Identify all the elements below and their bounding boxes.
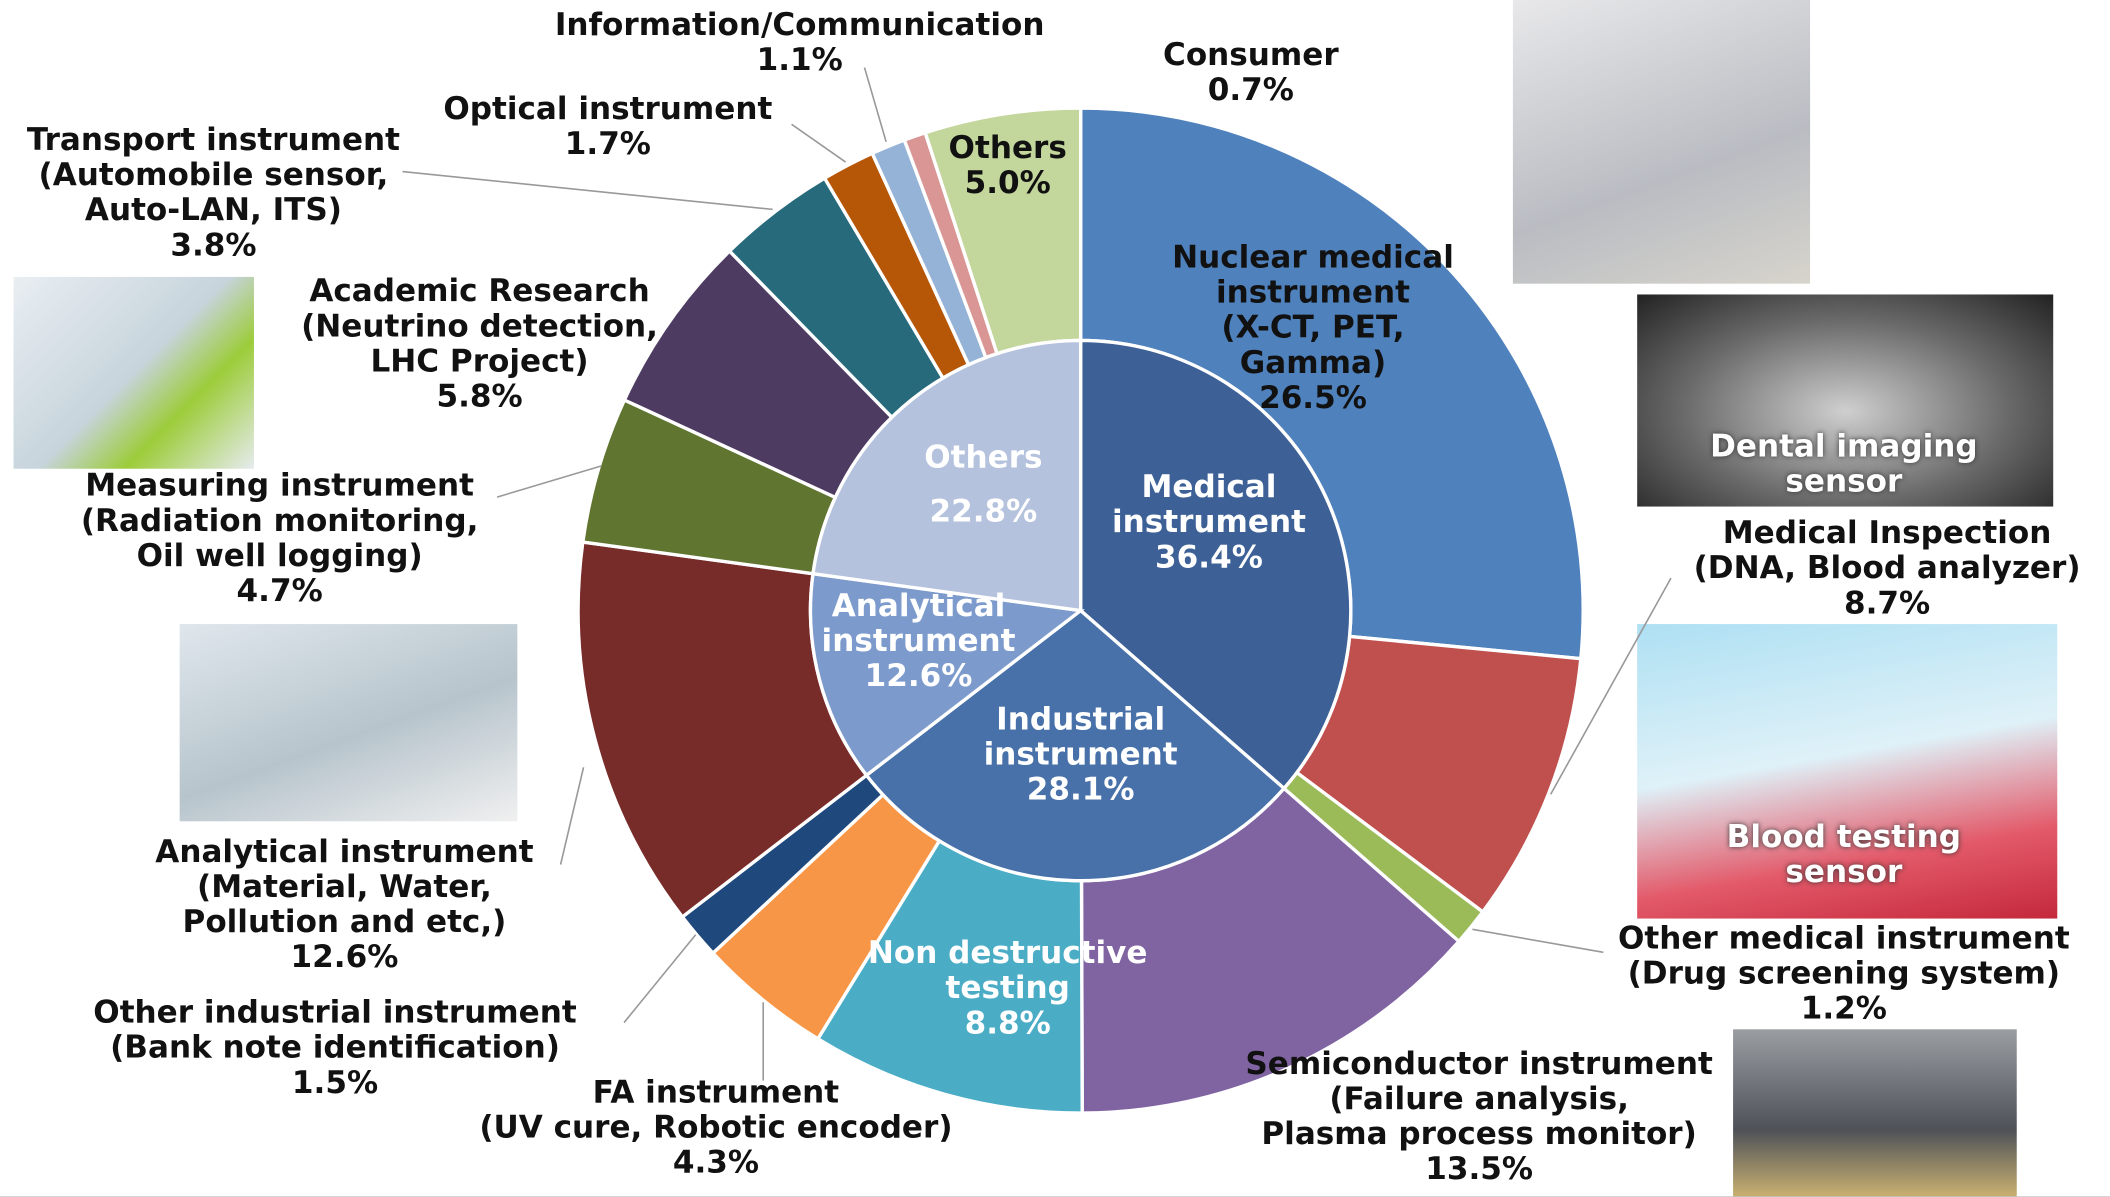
value-label: 0.7% bbox=[1207, 72, 1294, 109]
photo-lab bbox=[179, 624, 518, 822]
slice-label: Measuring instrument (Radiation monitori… bbox=[81, 469, 479, 609]
leader-line bbox=[496, 465, 602, 498]
value-label: 1.7% bbox=[564, 126, 651, 163]
value-label: 5.0% bbox=[964, 166, 1051, 202]
photo-caption: Blood testing sensor bbox=[1726, 819, 1962, 891]
value-label: 36.4% bbox=[1155, 540, 1263, 576]
photo-dental bbox=[1637, 294, 2054, 507]
slice-label: Non destructive testing 8.8% bbox=[868, 936, 1148, 1041]
category-label: Other industrial instrument (Bank note i… bbox=[93, 995, 577, 1066]
photo-semiconductor bbox=[1733, 1029, 2017, 1197]
photo-blood bbox=[1637, 624, 2058, 919]
slice-label: Medical Inspection (DNA, Blood analyzer)… bbox=[1694, 516, 2081, 621]
slice-label: Industrial instrument 28.1% bbox=[984, 702, 1178, 807]
value-label: 22.8% bbox=[929, 494, 1038, 530]
value-label: 13.5% bbox=[1425, 1152, 1534, 1188]
category-label: Medical instrument bbox=[1111, 470, 1306, 541]
slice-label: Analytical instrument 12.6% bbox=[822, 589, 1016, 694]
category-label: Measuring instrument (Radiation monitori… bbox=[80, 468, 479, 575]
photo-caption: Dental imaging sensor bbox=[1710, 429, 1978, 500]
value-label: 4.3% bbox=[672, 1145, 760, 1181]
category-label: Optical instrument bbox=[443, 91, 773, 127]
value-label: 5.8% bbox=[436, 379, 523, 415]
leader-line bbox=[791, 123, 847, 163]
category-label: Consumer bbox=[1163, 37, 1339, 73]
category-label: Academic Research (Neutrino detection, L… bbox=[301, 274, 658, 380]
category-label: Information/Communication bbox=[554, 8, 1045, 44]
value-label: 1.5% bbox=[291, 1065, 379, 1101]
leader-line bbox=[623, 934, 697, 1024]
value-label: 28.1% bbox=[1026, 772, 1135, 808]
leader-line bbox=[1550, 577, 1672, 795]
slice-label: Transport instrument (Automobile sensor,… bbox=[27, 123, 400, 263]
leader-line bbox=[1472, 928, 1604, 954]
category-label: Non destructive testing bbox=[867, 936, 1148, 1007]
leader-line bbox=[863, 67, 887, 143]
value-label: 8.8% bbox=[964, 1006, 1051, 1042]
slice-label: Other industrial instrument (Bank note i… bbox=[93, 996, 576, 1101]
slice-label: Semiconductor instrument (Failure analys… bbox=[1245, 1047, 1712, 1187]
value-label: 8.7% bbox=[1843, 586, 1931, 622]
category-label: Analytical instrument bbox=[821, 588, 1016, 660]
slice bbox=[1078, 338, 1353, 791]
value-label: 3.8% bbox=[170, 228, 257, 264]
category-label: Nuclear medical instrument (X-CT, PET, G… bbox=[1172, 240, 1454, 381]
category-label: Other medical instrument (Drug screening… bbox=[1617, 921, 2070, 992]
leader-line bbox=[402, 170, 773, 211]
category-label: FA instrument (UV cure, Robotic encoder) bbox=[479, 1075, 953, 1146]
category-label: Analytical instrument (Material, Water, … bbox=[155, 834, 534, 941]
slice-label: Medical instrument 36.4% bbox=[1112, 470, 1306, 575]
category-label: Others bbox=[948, 131, 1067, 167]
slice-label: Other medical instrument (Drug screening… bbox=[1618, 921, 2070, 1026]
category-label: Others bbox=[924, 440, 1043, 476]
slice bbox=[864, 608, 1287, 883]
value-label: 12.6% bbox=[290, 940, 399, 976]
value-label: 26.5% bbox=[1259, 380, 1367, 417]
value-label: 12.6% bbox=[864, 659, 973, 695]
photo-research bbox=[13, 276, 254, 469]
slice bbox=[811, 338, 1083, 613]
leader-line bbox=[559, 767, 585, 865]
photo-ct bbox=[1512, 0, 1811, 284]
category-label: Industrial instrument bbox=[983, 702, 1178, 773]
value-label: 1.2% bbox=[1800, 991, 1887, 1027]
slice-label: Information/Communication 1.1% bbox=[555, 8, 1045, 78]
slice-label: Nuclear medical instrument (X-CT, PET, G… bbox=[1172, 240, 1454, 416]
slice-label: Optical instrument 1.7% bbox=[443, 92, 772, 162]
category-label: Semiconductor instrument (Failure analys… bbox=[1245, 1046, 1713, 1153]
slice-label: Others 22.8% bbox=[924, 440, 1042, 529]
value-label: 4.7% bbox=[236, 574, 323, 610]
slice-label: Consumer 0.7% bbox=[1163, 38, 1339, 108]
value-label: 1.1% bbox=[756, 43, 843, 79]
slice-label: FA instrument (UV cure, Robotic encoder)… bbox=[479, 1075, 952, 1180]
slice bbox=[808, 571, 1085, 778]
slice-label: Analytical instrument (Material, Water, … bbox=[155, 835, 533, 975]
category-label: Medical Inspection (DNA, Blood analyzer) bbox=[1693, 516, 2081, 587]
category-label: Transport instrument (Automobile sensor,… bbox=[26, 122, 401, 229]
slice-label: Others 5.0% bbox=[949, 131, 1067, 201]
slice-label: Academic Research (Neutrino detection, L… bbox=[301, 274, 658, 414]
